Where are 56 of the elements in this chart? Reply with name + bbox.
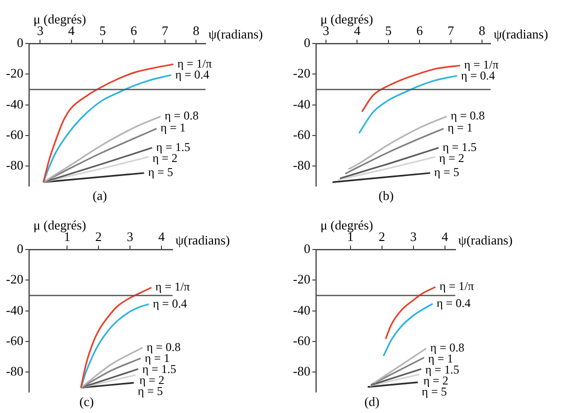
y-tick-label: -60 [6,332,24,348]
y-tick-label: -40 [292,302,310,318]
x-tick-label: 6 [416,23,424,38]
y-tick-label: -20 [6,66,24,81]
y-tick-label: -20 [6,272,24,287]
y-tick-label: -60 [292,126,310,142]
x-tick-label: 2 [378,229,386,244]
y-tick-label: -20 [292,66,310,81]
series-label: η = 0.4 [436,296,471,310]
x-tick-label: 4 [442,229,449,244]
y-tick-label: 0 [304,241,310,256]
text: (a) [92,188,108,203]
y-tick-label: -80 [6,364,24,379]
x-tick-label: 7 [448,23,455,38]
x-tick-label: 2 [95,229,102,244]
series-label: η = 1 [160,120,186,135]
text: (c) [79,394,94,409]
series-label: η = 1/π [155,280,190,294]
series-label: η = 5 [434,165,460,180]
series-label: η = 0.8 [164,108,199,122]
x-axis-title: ψ(radians) [176,232,230,248]
series-label: η = 1/π [439,279,474,294]
y-tick-label: -80 [292,364,310,379]
y-tick-label: -40 [6,96,24,112]
y-tick-label: -40 [6,302,24,318]
x-tick-label: 7 [162,23,169,38]
x-tick-label: 5 [385,23,392,38]
x-tick-label: 8 [478,23,486,38]
series-label: η = 1.5 [442,140,477,154]
y-tick-label: -80 [6,158,24,173]
y-tick-label: -60 [6,126,24,142]
x-tick-label: 4 [158,229,166,244]
series-label: η = 1/π [177,56,212,70]
x-axis-title: ψ(radians) [494,26,548,42]
x-tick-label: 5 [99,23,106,38]
y-tick-label: -20 [292,272,310,287]
series-label: η = 1.5 [156,140,190,154]
x-axis-title: ψ(radians) [208,26,263,42]
y-tick-label: 0 [304,35,310,50]
text: (b) [378,188,394,203]
x-tick-label: 3 [410,229,417,244]
series-label: η = 1 [448,120,473,135]
y-tick-label: 0 [16,241,24,256]
x-tick-label: 3 [126,229,134,244]
series-label: η = 5 [148,165,174,180]
y-tick-label: -60 [292,332,310,348]
y-tick-label: -80 [292,158,310,173]
y-tick-label: 0 [16,35,24,50]
series-label: η = 0.8 [450,108,485,122]
text: (d) [364,394,380,409]
series-label: η = 0.8 [146,340,181,354]
y-tick-label: -40 [292,96,310,112]
x-tick-label: 8 [192,23,200,38]
series-label: η = 0.4 [152,296,187,310]
x-tick-label: 6 [130,23,138,38]
x-axis-title: ψ(radians) [458,232,513,248]
